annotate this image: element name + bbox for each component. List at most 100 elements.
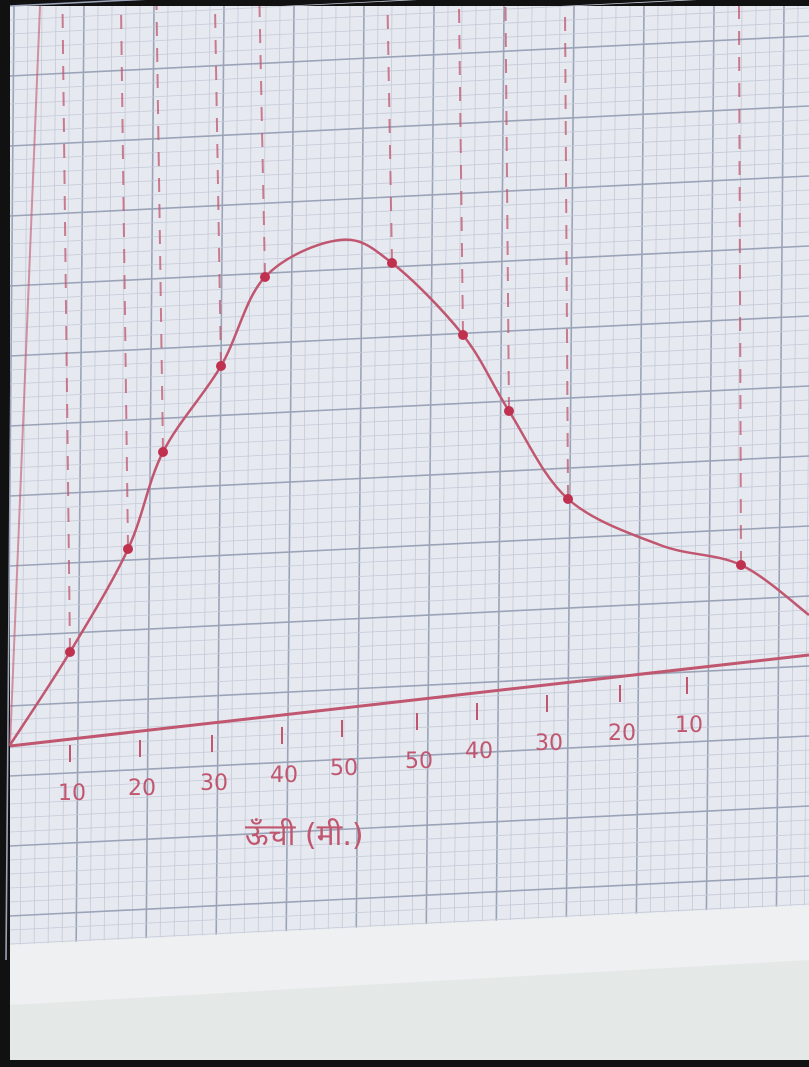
dashed-lines [61, 5, 742, 653]
grid-line [9, 567, 809, 609]
grid-line [9, 483, 809, 525]
grid-line [299, 5, 309, 961]
x-tick-label: 10 [58, 781, 86, 806]
grid-line [131, 5, 141, 961]
grid-line [579, 5, 589, 961]
grid-line [9, 287, 809, 329]
grid-line [607, 5, 617, 961]
grid-line [9, 805, 809, 847]
grid-line [285, 5, 295, 961]
grid-line [9, 735, 809, 777]
point [504, 406, 514, 416]
grid-line [9, 371, 809, 413]
grid-line [9, 49, 809, 91]
dashed-line [458, 5, 464, 336]
grid-line [9, 0, 698, 35]
grid-line [523, 5, 533, 961]
grid-line [9, 77, 809, 119]
grid-line [635, 5, 645, 961]
grid-line [9, 35, 809, 77]
grid-line [9, 525, 809, 567]
grid-line [9, 903, 809, 945]
grid-line [9, 455, 809, 497]
grid-line [173, 5, 183, 961]
grid-line [9, 791, 809, 833]
grid-line [243, 5, 253, 961]
grid-line [9, 875, 809, 917]
grid-line [9, 21, 809, 63]
point [123, 544, 133, 554]
grid-line [9, 399, 809, 441]
dashed-line [386, 5, 393, 264]
x-tick-label: 30 [535, 731, 563, 756]
grid-line [9, 357, 809, 399]
grid-line [19, 5, 29, 961]
grid-line [9, 861, 809, 903]
grid-line [159, 5, 169, 961]
grid-line [481, 5, 491, 961]
grid-line [495, 5, 505, 961]
grid-line [89, 5, 99, 961]
x-tick-label: 50 [330, 756, 358, 781]
axis-title: ऊँची (मी.) [245, 818, 364, 853]
grid-line [789, 5, 799, 961]
dashed-line [258, 5, 266, 278]
grid-line [313, 5, 323, 961]
grid-line [9, 189, 809, 231]
point [563, 494, 573, 504]
grid-line [691, 5, 701, 961]
grid-line [9, 0, 418, 21]
grid-line [9, 343, 809, 385]
grid-line [9, 749, 809, 791]
grid-line [719, 5, 729, 961]
grid-line [327, 5, 337, 961]
grid-line [9, 427, 809, 469]
grid-line [411, 5, 421, 961]
x-tick-label: 40 [270, 763, 298, 788]
grid-line [9, 175, 809, 217]
point [158, 447, 168, 457]
grid-line [9, 539, 809, 581]
grid-line [33, 5, 43, 961]
point [458, 330, 468, 340]
grid-line [9, 231, 809, 273]
grid-line [453, 5, 463, 961]
x-axis [9, 653, 809, 748]
grid-line [649, 5, 659, 961]
x-tick-label: 40 [465, 739, 493, 764]
grid-line [9, 623, 809, 665]
grid-line [397, 5, 407, 961]
graph-paper-grid [5, 0, 809, 1001]
background [10, 6, 809, 1060]
grid-line [9, 777, 809, 819]
grid-line [705, 5, 715, 961]
grid-line [201, 5, 211, 961]
point [736, 560, 746, 570]
grid-line [9, 63, 809, 105]
grid-line [677, 5, 687, 961]
grid-line [117, 5, 127, 961]
grid-line [9, 889, 809, 931]
dashed-line [120, 5, 129, 550]
grid-line [9, 105, 809, 147]
grid-line [9, 301, 809, 343]
grid-line [9, 385, 809, 427]
tick-labels: 10 20 30 40 50 50 40 30 20 10 [58, 677, 703, 806]
grid-line [5, 5, 15, 961]
grid-line [439, 5, 449, 961]
point [260, 272, 270, 282]
grid-line [425, 5, 435, 961]
grid-line [9, 553, 809, 595]
grid-line [47, 5, 57, 961]
grid-line [383, 5, 393, 961]
dashed-line [61, 5, 71, 653]
grid-line [9, 133, 809, 175]
grid-line [9, 413, 809, 455]
grid-line [9, 665, 809, 707]
grid-line [9, 707, 809, 749]
grid-line [775, 5, 785, 961]
grid-line [9, 581, 809, 623]
grid-line [565, 5, 575, 961]
y-axis [9, 5, 41, 747]
